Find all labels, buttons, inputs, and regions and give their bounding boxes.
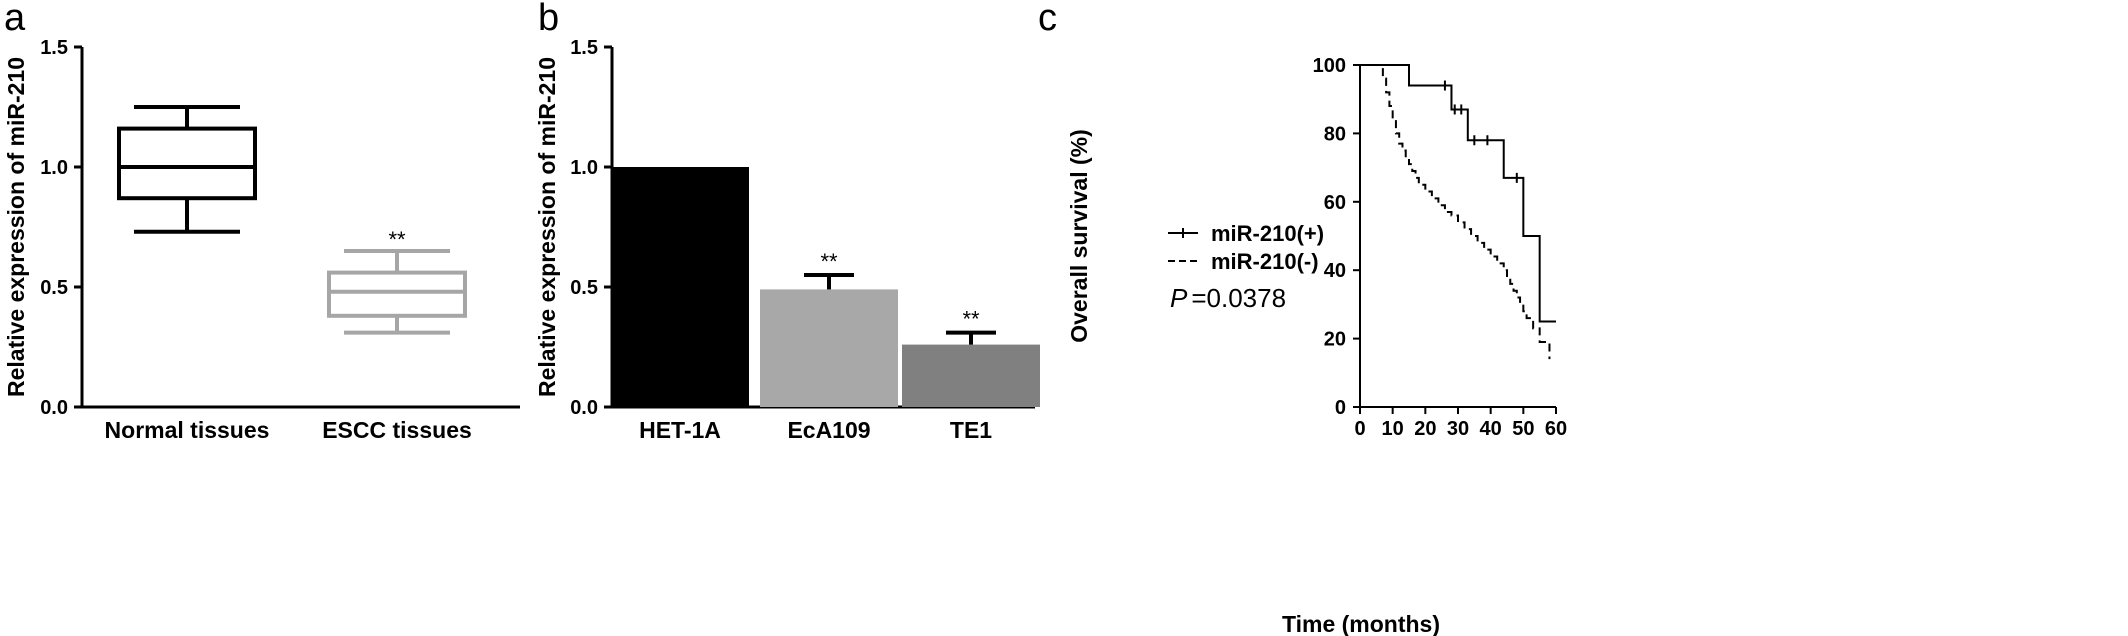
panel-c-y-axis-title: Overall survival (%)	[1066, 129, 1092, 343]
box-iqr	[117, 126, 257, 201]
panel-c-y-tick-label: 0	[1335, 397, 1346, 419]
panel-c-x-tick-label: 10	[1382, 418, 1404, 440]
survival-curve-positive	[1360, 64, 1556, 323]
panel-b-bar-chart: Relative expression of miR-210 0.0 0.5 1.0…	[534, 37, 1040, 443]
p-value-label: P =0.0378	[1170, 283, 1286, 313]
panel-c-y-tick-label: 100	[1313, 55, 1346, 77]
panel-letter-a: a	[4, 0, 26, 39]
bar-het-1a	[611, 167, 749, 407]
significance-marker: **	[962, 307, 980, 332]
panel-c-x-tick-label: 20	[1414, 418, 1436, 440]
significance-marker: **	[820, 249, 838, 274]
legend-label-0: miR-210(+)	[1211, 221, 1324, 246]
panel-b-y-tick-label: 0.5	[570, 277, 598, 299]
panel-a-y-tick-label: 0.5	[40, 277, 68, 299]
panel-c-survival-plot: Overall survival (%) Time (months) 0 20 40…	[1066, 55, 1567, 636]
panel-b-y-axis-title: Relative expression of miR-210	[534, 57, 560, 397]
panel-c-x-tick-label: 0	[1354, 418, 1365, 440]
panel-b-y-tick-label: 1.0	[570, 157, 598, 179]
panel-c-y-tick-label: 80	[1324, 123, 1346, 145]
panel-b-y-tick-label: 0.0	[570, 397, 598, 419]
panel-c-y-tick-label: 60	[1324, 192, 1346, 214]
panel-a-y-tick-label: 1.0	[40, 157, 68, 179]
panel-c-x-tick-label: 30	[1447, 418, 1469, 440]
significance-marker: **	[388, 227, 406, 252]
panel-c-x-tick-label: 40	[1480, 418, 1502, 440]
bar-eca109	[760, 289, 898, 407]
panel-a-y-tick-label: 1.5	[40, 37, 68, 59]
panel-b-y-tick-label: 1.5	[570, 37, 598, 59]
survival-curve-negative	[1360, 64, 1551, 360]
panel-b-x-tick-label: HET-1A	[639, 417, 721, 443]
panel-c-x-tick-label: 50	[1512, 418, 1534, 440]
legend-label-1: miR-210(-)	[1211, 249, 1319, 274]
box-iqr	[327, 270, 467, 318]
panel-a-y-tick-label: 0.0	[40, 397, 68, 419]
panel-c-x-tick-label: 60	[1545, 418, 1567, 440]
panel-a-box-plot: Relative expression of miR-210 0.0 0.5 1.0…	[3, 37, 520, 443]
panel-c-y-tick-label: 40	[1324, 260, 1346, 282]
panel-letter-b: b	[538, 0, 559, 39]
panel-a-x-tick-label: ESCC tissues	[322, 417, 472, 443]
panel-c-x-axis-title: Time (months)	[1282, 611, 1440, 636]
panel-c-legend: miR-210(+) miR-210(-)	[1168, 221, 1324, 274]
bar-te1	[902, 344, 1040, 407]
panel-a-x-tick-label: Normal tissues	[105, 417, 270, 443]
panel-letter-c: c	[1038, 0, 1057, 39]
panel-a-y-axis-title: Relative expression of miR-210	[3, 57, 29, 397]
panel-c-y-tick-label: 20	[1324, 329, 1346, 351]
panel-b-x-tick-label: TE1	[950, 417, 992, 443]
panel-b-x-tick-label: EcA109	[787, 417, 870, 443]
